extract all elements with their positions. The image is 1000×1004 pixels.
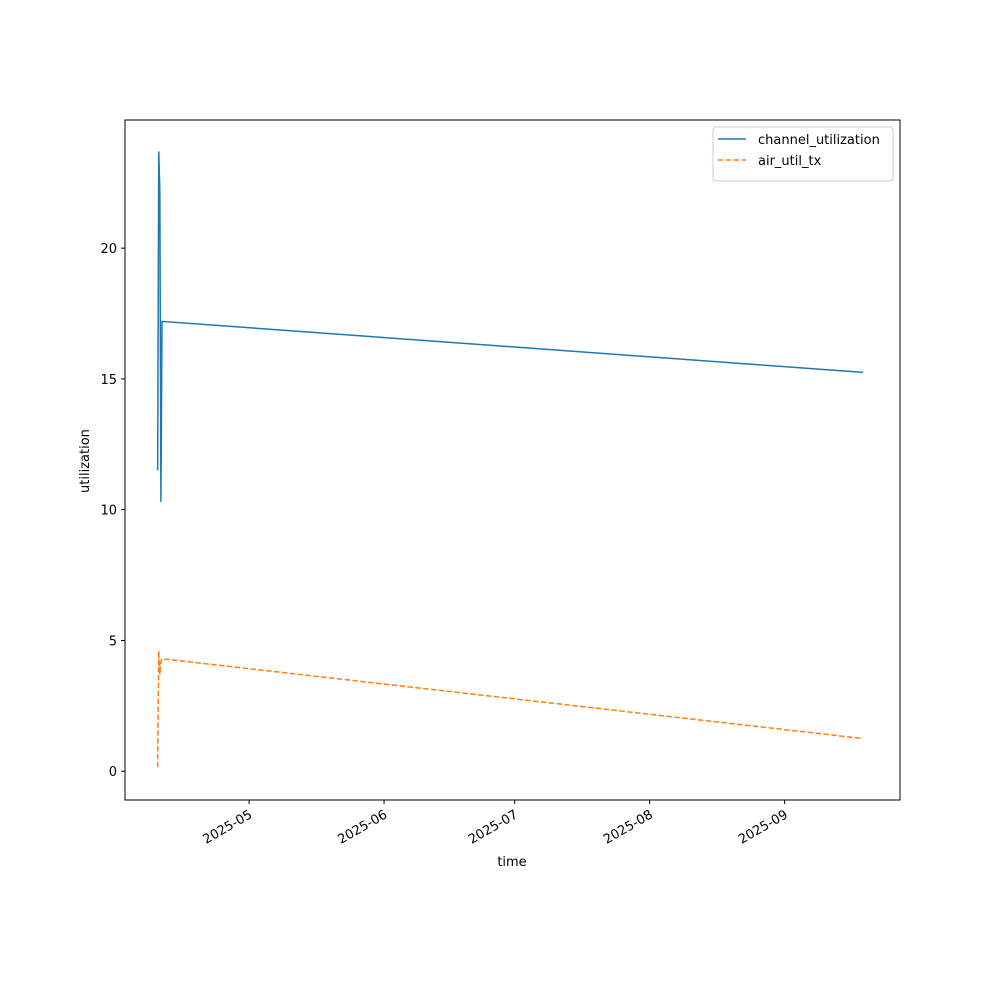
x-axis-label: time (497, 855, 526, 870)
y-axis-label: utilization (78, 429, 93, 493)
legend-label: channel_utilization (758, 133, 880, 148)
series-line (156, 151, 864, 502)
x-tick-label: 2025-08 (601, 807, 656, 847)
x-tick-label: 2025-06 (336, 807, 391, 847)
y-tick-label: 10 (100, 504, 117, 519)
plot-frame (124, 119, 901, 801)
y-tick-label: 15 (100, 373, 117, 388)
y-tick-label: 5 (109, 634, 117, 649)
x-tick-label: 2025-07 (466, 807, 521, 847)
series-line (156, 650, 864, 768)
legend-box (712, 126, 894, 182)
legend-label: air_util_tx (758, 154, 822, 169)
x-tick-label: 2025-05 (201, 807, 256, 847)
y-tick-label: 0 (109, 765, 117, 780)
y-tick-label: 20 (100, 242, 117, 257)
x-tick-label: 2025-09 (736, 807, 791, 847)
